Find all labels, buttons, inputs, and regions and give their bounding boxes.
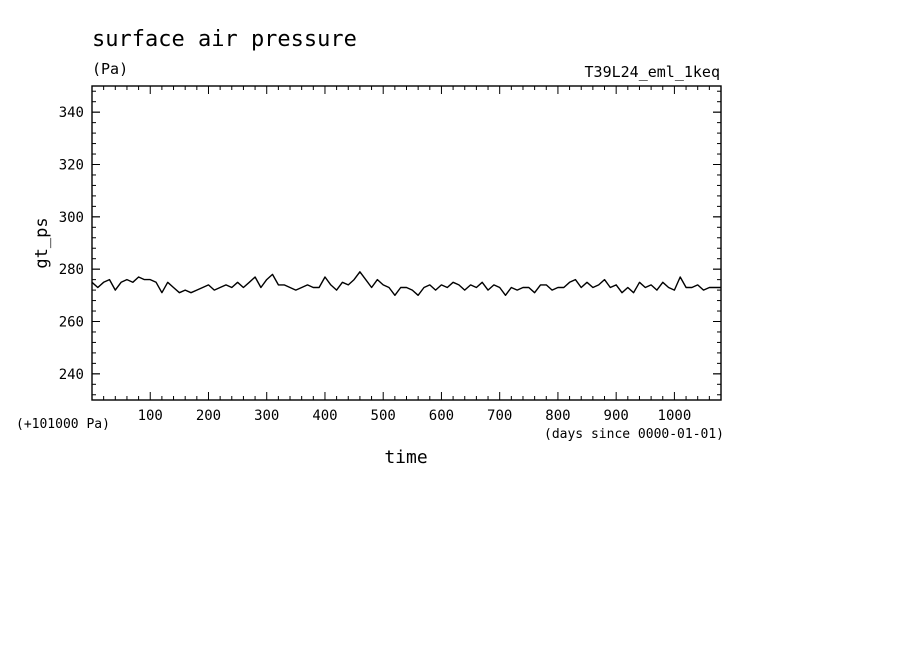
run-label: T39L24_eml_1keq [585, 63, 720, 81]
y-tick-label: 340 [59, 105, 84, 121]
y-tick-label: 260 [59, 315, 84, 331]
y-axis-label: gt_ps [32, 217, 52, 268]
x-units-note: (days since 0000-01-01) [544, 427, 724, 442]
x-axis-label: time [384, 447, 427, 468]
y-tick-label: 320 [59, 158, 84, 174]
x-tick-label: 400 [312, 408, 337, 424]
x-tick-label: 1000 [658, 408, 692, 424]
x-tick-label: 700 [487, 408, 512, 424]
x-tick-label: 100 [138, 408, 163, 424]
x-tick-label: 600 [429, 408, 454, 424]
series-line [91, 271, 721, 296]
y-offset-note: (+101000 Pa) [16, 417, 110, 432]
chart-title: surface air pressure [92, 27, 357, 52]
y-tick-label: 240 [59, 367, 84, 383]
x-tick-label: 800 [545, 408, 570, 424]
plot-frame [91, 85, 722, 401]
units-label: (Pa) [92, 60, 128, 78]
y-tick-label: 280 [59, 262, 84, 278]
x-tick-label: 500 [371, 408, 396, 424]
tick-labels: 100 200 300 400 500 600 700 800 900 1000 240 260 280… [59, 105, 692, 424]
x-tick-label: 900 [604, 408, 629, 424]
x-tick-label: 200 [196, 408, 221, 424]
x-tick-label: 300 [254, 408, 279, 424]
y-tick-label: 300 [59, 210, 84, 226]
axis-ticks [92, 86, 721, 400]
